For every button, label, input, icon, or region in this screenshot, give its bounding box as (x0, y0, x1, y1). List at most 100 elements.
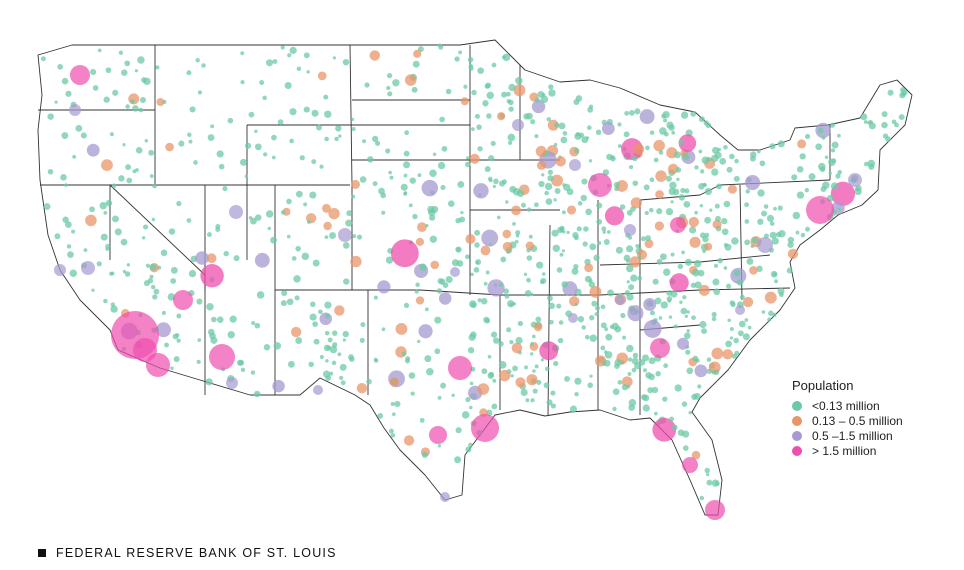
county-dot (229, 205, 243, 219)
county-dot (596, 218, 603, 225)
county-dot (837, 207, 841, 212)
county-dot (600, 322, 607, 329)
county-dot (655, 190, 664, 199)
county-dot (684, 188, 690, 194)
county-dot (69, 269, 78, 277)
county-dot (417, 173, 422, 178)
county-dot (733, 269, 741, 277)
county-dot (624, 110, 630, 116)
county-dot (644, 210, 649, 216)
county-dot (310, 301, 316, 307)
county-dot (484, 83, 490, 89)
legend-swatch (792, 430, 802, 441)
county-dot (525, 241, 535, 251)
county-dot (830, 148, 836, 153)
county-dot (313, 338, 320, 345)
county-dot (587, 382, 593, 389)
county-dot (137, 56, 145, 64)
county-dot (481, 229, 499, 247)
county-dot (668, 315, 673, 319)
county-dot (689, 236, 701, 248)
county-dot (651, 386, 659, 394)
county-dot (828, 158, 836, 167)
county-dot (487, 372, 495, 379)
county-dot (319, 354, 324, 360)
county-dot (294, 295, 300, 301)
county-dot (178, 140, 185, 147)
county-dot (824, 155, 829, 160)
county-dot (654, 297, 662, 305)
county-dot (415, 237, 424, 246)
county-dot (153, 288, 160, 295)
county-dot (512, 221, 516, 226)
county-dot (526, 255, 533, 261)
county-dot (588, 173, 612, 197)
county-dot (381, 210, 386, 215)
county-dot (621, 383, 629, 391)
county-dot (712, 219, 722, 229)
county-dot (662, 396, 668, 402)
county-dot (555, 156, 566, 167)
county-dot (682, 457, 698, 473)
county-dot (91, 288, 95, 292)
county-dot (403, 302, 410, 308)
county-dot (75, 124, 83, 132)
county-dot (352, 234, 357, 239)
legend-label: 0.5 –1.5 million (812, 428, 893, 443)
county-dot (767, 317, 772, 322)
county-dot (594, 312, 599, 316)
county-dot (787, 241, 794, 248)
county-dot (580, 194, 587, 202)
county-dot (667, 299, 672, 303)
county-dot (795, 230, 800, 235)
county-dot (723, 266, 728, 270)
county-dot (536, 261, 544, 269)
county-dot (744, 318, 749, 322)
county-dot (287, 53, 292, 58)
county-dot (238, 359, 245, 366)
county-dot (474, 229, 481, 236)
county-dot (176, 338, 181, 343)
county-dot (342, 338, 347, 342)
county-dot (334, 136, 339, 142)
county-dot (773, 272, 777, 277)
county-dot (125, 164, 132, 171)
county-dot (507, 300, 515, 308)
county-dot (771, 237, 779, 245)
county-dot (531, 334, 536, 339)
county-dot (272, 59, 278, 64)
county-dot (698, 149, 703, 154)
county-dot (85, 214, 97, 227)
county-dot (130, 99, 135, 104)
county-dot (164, 342, 169, 348)
county-dot (96, 261, 102, 267)
county-dot (323, 344, 331, 352)
county-dot (534, 97, 540, 103)
county-dot (642, 404, 650, 412)
county-dot (419, 417, 425, 423)
county-dot (731, 237, 739, 245)
county-dot (683, 200, 691, 208)
county-dot (768, 310, 774, 317)
county-dot (440, 492, 450, 502)
county-dot (821, 136, 826, 140)
county-dot (460, 97, 469, 106)
county-dot (390, 433, 396, 438)
county-dot (189, 106, 196, 113)
county-dot (339, 375, 344, 380)
county-dot (469, 153, 480, 164)
county-dot (492, 184, 496, 189)
county-dot (480, 297, 488, 305)
county-dot (121, 69, 128, 76)
county-dot (694, 165, 699, 170)
county-dot (195, 251, 209, 265)
county-dot (698, 116, 705, 123)
county-dot (512, 119, 524, 131)
county-dot (291, 256, 297, 261)
county-dot (699, 203, 704, 208)
county-dot (761, 210, 767, 217)
county-dot (207, 232, 212, 238)
county-dot (400, 183, 408, 191)
county-dot (120, 238, 128, 246)
county-dot (296, 66, 302, 71)
